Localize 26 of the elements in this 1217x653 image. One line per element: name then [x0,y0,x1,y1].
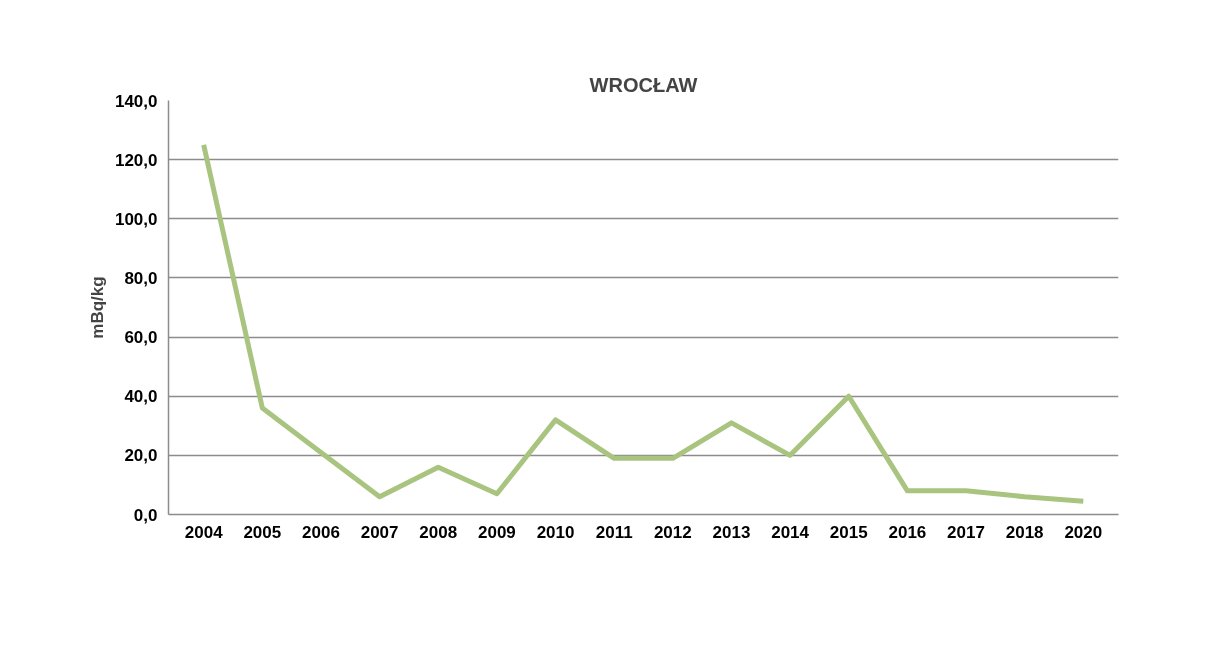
x-tick-label: 2012 [653,522,692,542]
x-tick-label: 2016 [888,522,927,542]
y-tick-label: 60,0 [124,328,158,348]
y-tick-label: 40,0 [124,387,158,407]
x-tick-label: 2011 [595,522,633,542]
x-tick-label: 2006 [302,522,340,542]
y-tick-label: 20,0 [124,446,158,466]
x-tick-label: 2008 [419,522,458,542]
y-tick-label: 100,0 [114,209,158,229]
chart-title: WROCŁAW [589,73,698,96]
x-tick-label: 2015 [829,522,868,542]
y-tick-label: 120,0 [114,150,158,170]
y-tick-label: 0,0 [133,505,158,525]
x-tick-label: 2018 [1005,522,1044,542]
y-tick-label: 80,0 [124,268,158,288]
x-tick-label: 2020 [1064,522,1103,542]
y-axis-title: mBq/kg [87,276,107,339]
y-tick-label: 140,0 [114,91,158,111]
x-tick-label: 2010 [536,522,575,542]
x-tick-label: 2009 [477,522,516,542]
x-tick-label: 2005 [243,522,282,542]
x-tick-label: 2007 [360,522,399,542]
x-tick-label: 2014 [771,522,810,542]
x-tick-label: 2013 [712,522,751,542]
x-tick-label: 2004 [184,522,224,542]
x-tick-label: 2017 [947,522,985,542]
